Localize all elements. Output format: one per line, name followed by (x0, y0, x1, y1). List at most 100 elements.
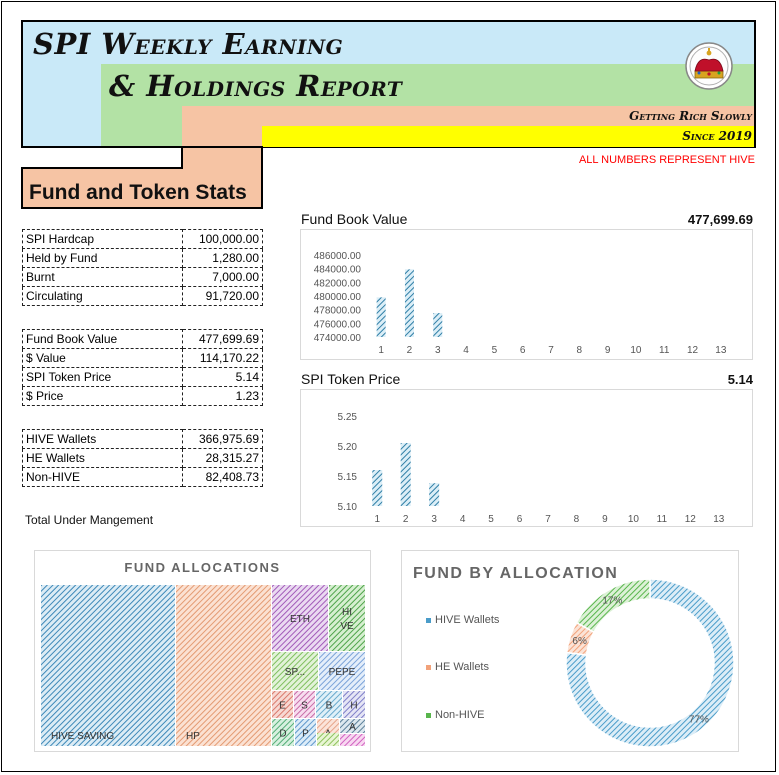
treemap-cell (272, 585, 328, 651)
report-title-line1: SPI Weekly Earning (33, 27, 344, 61)
y-tick-label: 5.20 (338, 442, 358, 453)
stat-value: 7,000.00 (182, 267, 263, 287)
x-tick-label: 12 (685, 514, 697, 525)
section-title-box (21, 146, 263, 209)
y-tick-label: 5.25 (338, 412, 358, 423)
table-row: Burnt 7,000.00 (22, 267, 263, 287)
y-tick-label: 484000.00 (314, 265, 362, 276)
table-row: $ Value 114,170.22 (22, 348, 263, 368)
fund-by-allocation-title: FUND BY ALLOCATION (413, 565, 619, 582)
stat-value: 91,720.00 (182, 286, 263, 306)
bar (404, 269, 414, 337)
donut-slice (565, 578, 735, 748)
currency-note: ALL NUMBERS REPRESENT HIVE (578, 154, 755, 166)
fund-by-allocation-panel: FUND BY ALLOCATION 77% 6% 17% HIVE Wallets H… (401, 550, 739, 752)
legend-label: HE Wallets (435, 661, 489, 673)
token-price-chart-title: SPI Token Price (301, 371, 401, 387)
x-tick-label: 4 (460, 514, 466, 525)
x-tick-label: 8 (574, 514, 580, 525)
crown-logo (685, 42, 733, 90)
treemap-label: H (350, 701, 357, 712)
treemap-label: D (279, 729, 286, 740)
table-row: SPI Token Price 5.14 (22, 367, 263, 387)
donut-value-label: 77% (689, 715, 709, 726)
legend-swatch (426, 618, 431, 623)
treemap-cell (329, 585, 365, 651)
stats-table-wallets: HIVE Wallets 366,975.69 HE Wallets 28,315.… (22, 429, 263, 487)
stat-label: HIVE Wallets (22, 429, 183, 449)
y-tick-label: 482000.00 (314, 278, 362, 289)
treemap-cell (272, 652, 318, 690)
table-row: Circulating 91,720.00 (22, 286, 263, 306)
table-row: Fund Book Value 477,699.69 (22, 329, 263, 349)
donut-slice (575, 578, 651, 634)
x-tick-label: 6 (520, 345, 526, 356)
table-row: SPI Hardcap 100,000.00 (22, 229, 263, 249)
fund-allocations-panel: FUND ALLOCATIONS HIVE SAVING HP ETH HI VE SP.… (34, 550, 371, 752)
x-tick-label: 2 (407, 345, 413, 356)
treemap-cell (295, 719, 316, 746)
header-banner (21, 20, 756, 209)
stats-table-value: Fund Book Value 477,699.69 $ Value 114,170… (22, 329, 263, 406)
x-tick-label: 13 (713, 514, 725, 525)
treemap-label: ETH (290, 614, 310, 625)
x-tick-label: 4 (463, 345, 469, 356)
token-price-chart-panel: 5.25 5.20 5.15 5.10 1 2 3 4 5 6 7 8 9 10 11 12 13 (300, 389, 753, 527)
fund-allocations-title: FUND ALLOCATIONS (124, 560, 281, 575)
stat-value: 82,408.73 (182, 467, 263, 487)
x-tick-label: 10 (628, 514, 640, 525)
x-tick-label: 7 (548, 345, 554, 356)
y-tick-label: 486000.00 (314, 251, 362, 262)
table-row: Held by Fund 1,280.00 (22, 248, 263, 268)
y-tick-label: 480000.00 (314, 292, 362, 303)
treemap-label: S (301, 701, 308, 712)
treemap-label: HIVE SAVING (51, 731, 114, 742)
stat-value: 477,699.69 (182, 329, 263, 349)
x-tick-label: 1 (378, 345, 384, 356)
treemap-cell (272, 691, 293, 718)
stat-label: Non-HIVE (22, 467, 183, 487)
treemap-cell (272, 719, 294, 746)
fund-book-value-chart: 486000.00 484000.00 482000.00 480000.00 4780… (314, 251, 727, 356)
tagline: Getting Rich Slowly (629, 109, 752, 123)
treemap-label: PEPE (329, 667, 356, 678)
treemap-cell (316, 691, 342, 718)
legend-label: HIVE Wallets (435, 614, 500, 626)
spi-token-price-chart: 5.255.205.155.101 2 3 4 5 6 7 8 9 10 11 12 13 (338, 412, 725, 525)
x-tick-label: 8 (577, 345, 583, 356)
x-tick-label: 3 (435, 345, 441, 356)
x-tick-label: 6 (517, 514, 523, 525)
fund-book-chart-title: Fund Book Value (301, 211, 408, 227)
treemap-cell (41, 585, 175, 746)
fund-book-chart-panel: 486000.00 484000.00 482000.00 480000.00 4780… (300, 229, 753, 360)
x-tick-label: 2 (403, 514, 409, 525)
section-title: Fund and Token Stats (29, 181, 247, 204)
x-tick-label: 5 (492, 345, 498, 356)
stat-label: $ Value (22, 348, 183, 368)
stat-label: Circulating (22, 286, 183, 306)
total-under-management-label: Total Under Mangement (25, 513, 154, 527)
banner-yellow-band (262, 126, 754, 147)
treemap-label: SP... (285, 667, 305, 678)
legend-swatch (426, 713, 431, 718)
legend-label: Non-HIVE (435, 709, 485, 721)
stat-label: Burnt (22, 267, 183, 287)
table-row: HE Wallets 28,315.27 (22, 448, 263, 468)
stat-label: SPI Token Price (22, 367, 183, 387)
stat-value: 1.23 (182, 386, 263, 406)
x-tick-label: 10 (630, 345, 642, 356)
stat-value: 28,315.27 (182, 448, 263, 468)
bar (429, 483, 440, 506)
treemap-label: VE (340, 621, 354, 632)
donut-value-label: 6% (572, 636, 587, 647)
treemap-cell (343, 691, 365, 718)
treemap-label: HP (186, 731, 200, 742)
stat-value: 366,975.69 (182, 429, 263, 449)
treemap-cell (340, 719, 365, 733)
token-price-headline-value: 5.14 (727, 372, 753, 387)
treemap-cell (176, 585, 271, 746)
table-row: Non-HIVE 82,408.73 (22, 467, 263, 487)
banner-blue-band (23, 22, 754, 66)
x-tick-label: 9 (605, 345, 611, 356)
